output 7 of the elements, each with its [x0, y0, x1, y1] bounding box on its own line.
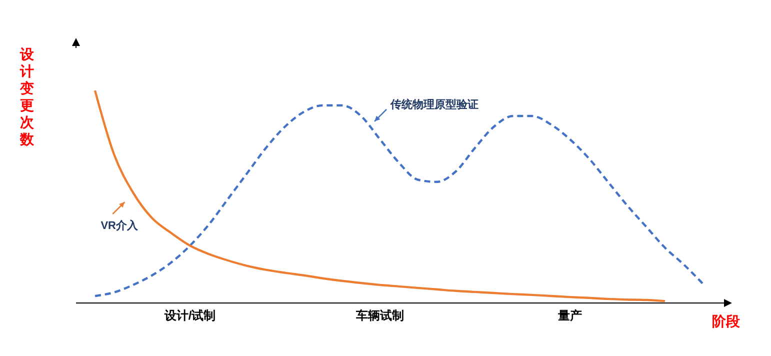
- x-tick-label: 设计/试制: [163, 308, 216, 323]
- x-axis-title: 阶段: [712, 313, 740, 331]
- series-label: 传统物理原型验证: [390, 98, 480, 114]
- x-tick-label: 量产: [557, 308, 582, 323]
- x-tick-label: 车辆试制: [355, 308, 404, 323]
- legend-label: VR介入: [100, 218, 139, 234]
- y-axis-title: 设计变更次数: [20, 46, 35, 148]
